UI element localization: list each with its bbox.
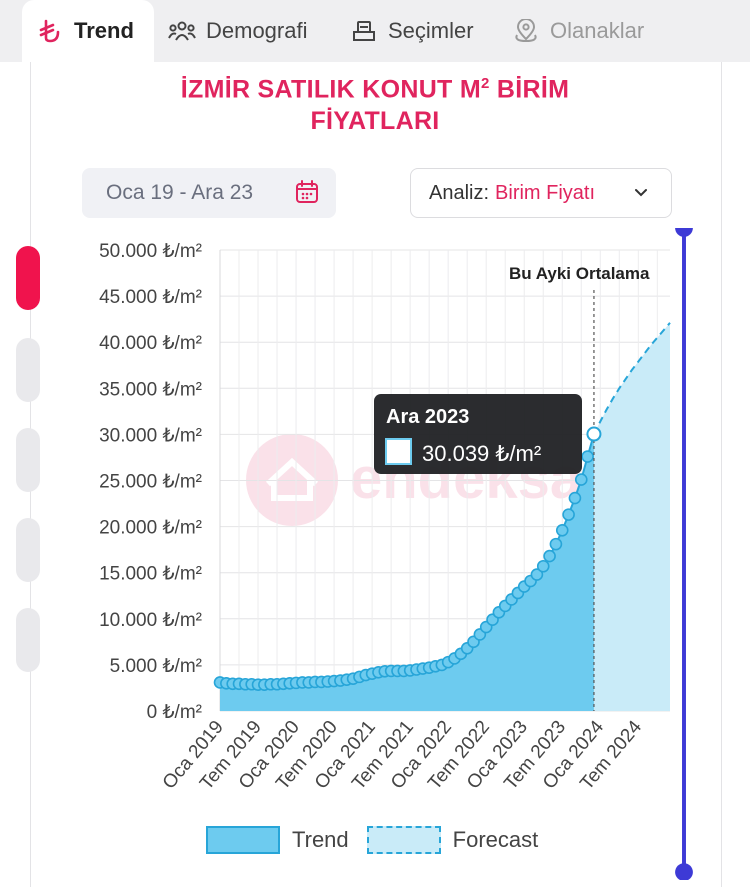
date-range-label: Oca 19 - Ara 23 <box>106 181 254 204</box>
y-tick-label: 15.000 ₺/m² <box>99 564 202 585</box>
trend-point[interactable] <box>543 549 556 563</box>
slider-handle-top[interactable] <box>675 228 693 237</box>
pager-dot-active[interactable] <box>16 246 40 310</box>
trend-point[interactable] <box>581 450 594 463</box>
people-icon <box>168 17 196 45</box>
y-tick-label: 30.000 ₺/m² <box>99 425 202 446</box>
y-tick-label: 25.000 ₺/m² <box>99 472 202 493</box>
tab-trend[interactable]: Trend <box>22 0 154 62</box>
marker-label: Bu Ayki Ortalama <box>509 264 650 283</box>
lira-icon <box>36 17 64 45</box>
trend-point[interactable] <box>562 508 575 521</box>
tab-secimler[interactable]: Seçimler <box>350 0 474 62</box>
trend-area <box>220 434 594 711</box>
chevron-down-icon <box>633 183 649 206</box>
legend-label-forecast[interactable]: Forecast <box>452 827 539 852</box>
trend-point[interactable] <box>536 559 550 573</box>
legend-swatch-trend <box>206 826 280 854</box>
pager-dot[interactable] <box>16 518 40 582</box>
analysis-prefix: Analiz: <box>429 181 490 204</box>
highlighted-point[interactable] <box>586 426 602 442</box>
vertical-range-slider[interactable] <box>671 228 697 880</box>
y-tick-label: 40.000 ₺/m² <box>99 333 202 354</box>
trend-point[interactable] <box>549 537 563 551</box>
pager-dot[interactable] <box>16 608 40 672</box>
chart-legend: Trend Forecast <box>206 826 538 854</box>
tooltip-swatch <box>385 438 412 465</box>
forecast-area <box>593 322 670 711</box>
pager-dot[interactable] <box>16 428 40 492</box>
trend-point[interactable] <box>574 473 588 486</box>
y-tick-label: 10.000 ₺/m² <box>99 610 202 631</box>
tab-demografi[interactable]: Demografi <box>168 0 307 62</box>
y-tick-label: 50.000 ₺/m² <box>99 241 202 262</box>
tab-label: Demografi <box>206 18 308 43</box>
location-icon <box>512 17 540 45</box>
legend-swatch-forecast <box>366 826 441 854</box>
tab-label: Seçimler <box>388 18 474 43</box>
y-tick-label: 45.000 ₺/m² <box>99 287 202 308</box>
analysis-value: Birim Fiyatı <box>495 181 596 204</box>
tab-label: Trend <box>74 18 134 43</box>
pager-dot[interactable] <box>16 338 40 402</box>
page-title: İZMİR SATILIK KONUT M2 BİRİM FİYATLARI <box>180 75 570 136</box>
y-tick-label: 5.000 ₺/m² <box>110 656 202 677</box>
analysis-dropdown[interactable]: Analiz: Birim Fiyatı <box>410 168 672 218</box>
calendar-icon <box>294 179 320 211</box>
slider-handle-bottom[interactable] <box>675 863 693 880</box>
tab-label: Olanaklar <box>550 18 645 43</box>
date-range-picker[interactable]: Oca 19 - Ara 23 <box>82 168 336 218</box>
tab-olanaklar[interactable]: Olanaklar <box>512 0 644 62</box>
ballot-icon <box>350 17 378 45</box>
tooltip: Ara 2023 30.039 ₺/m² <box>374 394 582 474</box>
y-tick-label: 0 ₺/m² <box>147 702 202 723</box>
y-tick-label: 20.000 ₺/m² <box>99 518 202 539</box>
trend-point[interactable] <box>555 523 569 537</box>
trend-point[interactable] <box>530 568 544 581</box>
tooltip-value: 30.039 ₺/m² <box>422 441 541 466</box>
trend-point[interactable] <box>568 491 582 505</box>
forecast-line <box>593 322 671 435</box>
tab-bar: Trend Demografi Seçimler Olanaklar <box>0 0 750 62</box>
y-tick-label: 35.000 ₺/m² <box>99 379 202 400</box>
tooltip-title: Ara 2023 <box>386 406 469 428</box>
legend-label-trend[interactable]: Trend <box>292 827 349 852</box>
